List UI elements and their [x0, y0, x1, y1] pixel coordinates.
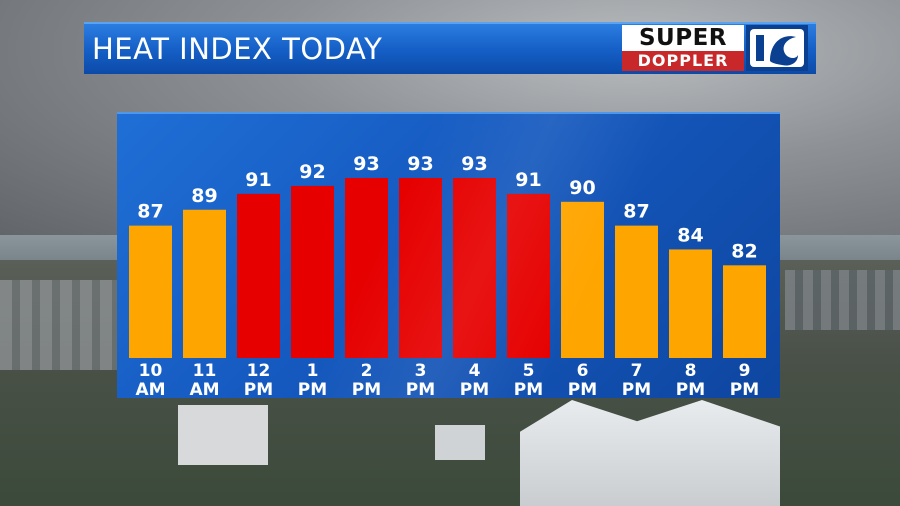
bar-12-pm	[237, 193, 280, 358]
x-tick-period: PM	[244, 380, 273, 400]
x-tick-period: PM	[568, 380, 597, 400]
bar-5-pm	[507, 193, 550, 358]
x-tick-period: PM	[406, 380, 435, 400]
x-tick-period: PM	[352, 380, 381, 400]
bar-11-am	[183, 209, 226, 358]
bar-1-pm	[291, 185, 334, 358]
bar-4-pm	[453, 178, 496, 358]
x-tick-hour: 11	[193, 361, 217, 381]
wave-logo-icon	[750, 29, 804, 67]
bar-9-pm	[723, 265, 766, 358]
x-tick-hour: 8	[685, 361, 697, 381]
x-tick-hour: 9	[739, 361, 751, 381]
background-building	[0, 280, 120, 370]
x-tick-hour: 7	[631, 361, 643, 381]
x-tick-hour: 1	[307, 361, 319, 381]
value-label: 84	[677, 224, 703, 246]
value-label: 82	[731, 240, 757, 262]
bar-chart: 8710AM8911AM9112PM921PM932PM933PM934PM91…	[129, 153, 766, 400]
value-label: 87	[623, 201, 649, 223]
x-tick-hour: 6	[577, 361, 589, 381]
bar-3-pm	[399, 178, 442, 358]
bar-6-pm	[561, 201, 604, 358]
x-tick-period: AM	[135, 380, 165, 400]
logo-doppler-text: DOPPLER	[622, 51, 744, 71]
logo-super-text: SUPER	[622, 25, 744, 51]
chart-panel: 87 10 AM 89 11 AM 91 12 PM 92 1 PM 93 2 PM 93 3 PM 93 4 PM 91…	[117, 112, 780, 400]
value-label: 90	[569, 177, 595, 199]
x-tick-period: PM	[676, 380, 705, 400]
background-building	[178, 405, 268, 465]
x-tick-hour: 3	[415, 361, 427, 381]
x-tick-hour: 2	[361, 361, 373, 381]
value-label: 87	[137, 201, 163, 223]
x-tick-hour: 5	[523, 361, 535, 381]
value-label: 93	[461, 153, 487, 175]
bar-8-pm	[669, 249, 712, 358]
super-doppler-logo: SUPER DOPPLER	[622, 25, 812, 71]
x-tick-period: PM	[730, 380, 759, 400]
logo-10-mark	[746, 25, 808, 71]
x-tick-period: PM	[514, 380, 543, 400]
x-tick-hour: 12	[247, 361, 271, 381]
value-label: 93	[353, 153, 379, 175]
value-label: 91	[245, 169, 271, 191]
x-tick-period: PM	[460, 380, 489, 400]
value-label: 89	[191, 185, 217, 207]
background-building	[785, 270, 900, 330]
bar-7-pm	[615, 225, 658, 358]
x-tick-hour: 10	[139, 361, 163, 381]
value-label: 92	[299, 161, 325, 183]
x-tick-period: PM	[622, 380, 651, 400]
bar-10-am	[129, 225, 172, 358]
chart-title: HEAT INDEX TODAY	[92, 32, 383, 66]
value-label: 93	[407, 153, 433, 175]
bar-2-pm	[345, 178, 388, 358]
x-tick-hour: 4	[469, 361, 481, 381]
background-building	[435, 425, 485, 460]
x-tick-period: AM	[189, 380, 219, 400]
background-pavilion-tent	[520, 400, 780, 506]
x-tick-period: PM	[298, 380, 327, 400]
value-label: 91	[515, 169, 541, 191]
